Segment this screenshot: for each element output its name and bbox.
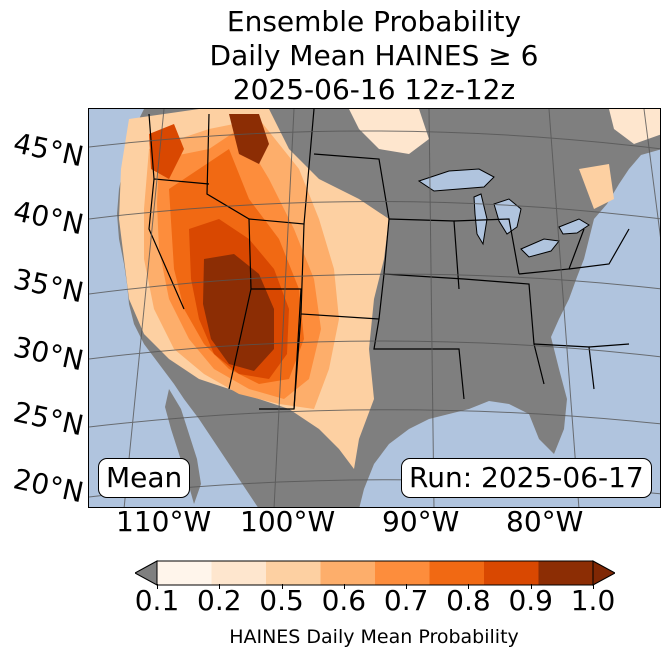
colorbar-tick-mark	[157, 584, 158, 589]
lon-label-110w: 110°W	[116, 505, 212, 538]
lat-label-30n: 30°N	[10, 330, 87, 378]
colorbar-segment	[320, 561, 376, 585]
lon-label-100w: 100°W	[240, 505, 336, 538]
colorbar-svg	[133, 560, 617, 586]
colorbar-tick-mark	[468, 584, 470, 589]
colorbar-label: HAINES Daily Mean Probability	[229, 626, 519, 648]
lat-label-20n: 20°N	[10, 462, 87, 510]
colorbar-segment	[266, 561, 321, 585]
colorbar-tick-label: 0.1	[134, 584, 180, 617]
colorbar-outline	[156, 560, 594, 586]
probability-map	[89, 109, 660, 507]
colorbar-segment	[375, 561, 430, 585]
colorbar-tick-mark	[530, 584, 532, 589]
colorbar-segment	[538, 561, 594, 585]
stat-label-box: Mean	[98, 458, 191, 499]
baja-peninsula	[165, 389, 201, 504]
colorbar-segment	[429, 561, 485, 585]
map-title-line-2: Daily Mean HAINES ≥ 6	[209, 39, 539, 72]
lon-label-90w: 90°W	[382, 505, 460, 538]
colorbar-tick-mark	[343, 584, 345, 589]
colorbar-under-arrow	[133, 560, 158, 586]
colorbar-segment	[211, 561, 267, 585]
colorbar-tick-label: 1.0	[570, 584, 616, 617]
run-date-box: Run: 2025-06-17	[401, 458, 652, 499]
map-title-line-3: 2025-06-16 12z-12z	[232, 73, 516, 106]
lat-label-45n: 45°N	[10, 126, 87, 174]
map-title-line-1: Ensemble Probability	[226, 5, 522, 38]
colorbar	[133, 560, 617, 586]
map-panel	[88, 108, 661, 508]
colorbar-tick-mark	[281, 584, 283, 589]
colorbar-over-arrow	[592, 560, 617, 586]
colorbar-tick-label: 0.9	[508, 584, 553, 617]
lat-label-25n: 25°N	[10, 395, 87, 443]
lon-label-80w: 80°W	[506, 505, 584, 538]
colorbar-tick-label: 0.6	[321, 584, 367, 617]
colorbar-segment	[484, 561, 539, 585]
lat-label-40n: 40°N	[10, 194, 87, 242]
colorbar-tick-label: 0.5	[259, 584, 304, 617]
colorbar-segment	[157, 561, 212, 585]
colorbar-tick-mark	[593, 584, 594, 589]
colorbar-tick-label: 0.2	[197, 584, 242, 617]
colorbar-tick-mark	[406, 584, 408, 589]
colorbar-tick-mark	[219, 584, 221, 589]
colorbar-tick-label: 0.8	[446, 584, 491, 617]
great-lakes	[417, 168, 590, 258]
colorbar-tick-label: 0.7	[383, 584, 429, 617]
lat-label-35n: 35°N	[10, 262, 87, 310]
